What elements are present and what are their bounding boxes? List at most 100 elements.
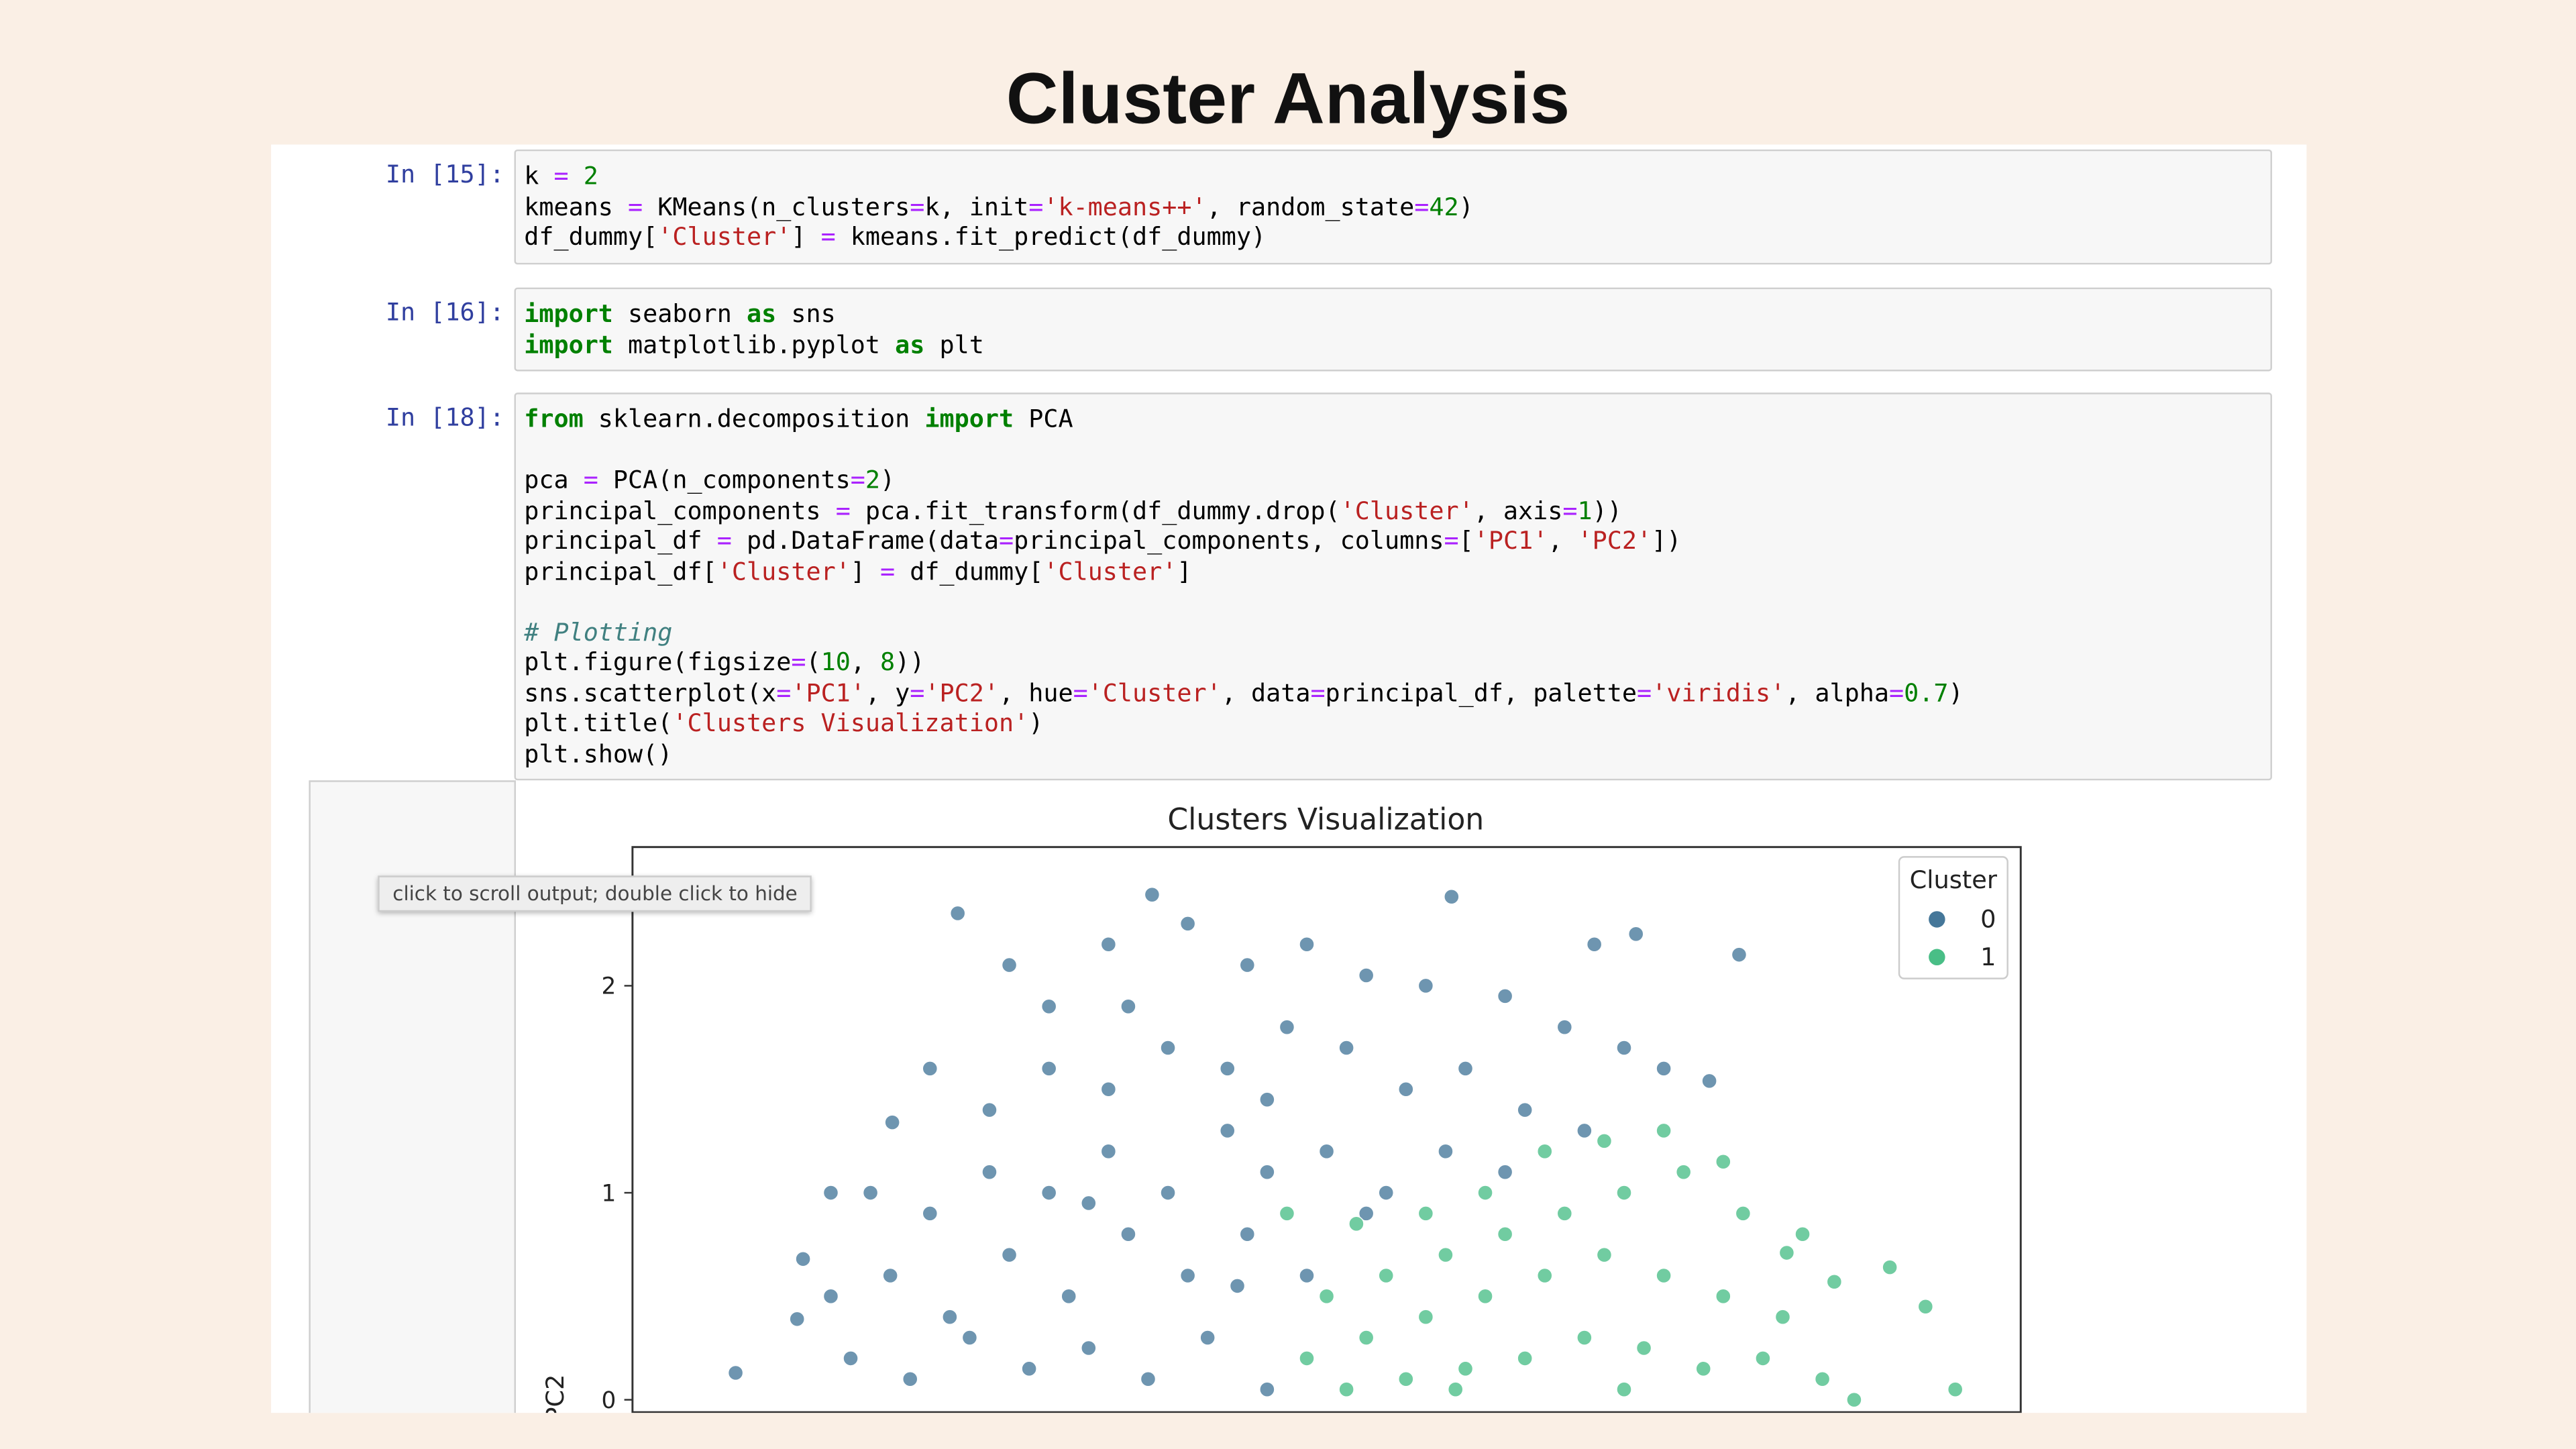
plot-frame: [631, 846, 2022, 1413]
scatter-point: [1299, 936, 1315, 953]
scatter-point: [1179, 1267, 1196, 1284]
scatter-point: [1140, 1371, 1157, 1387]
legend-marker: [1929, 949, 1945, 966]
scatter-point: [1199, 1330, 1216, 1346]
scatter-point: [961, 1330, 978, 1346]
cell-prompt: In [18]:: [385, 402, 504, 433]
cell-prompt: In [15]:: [385, 159, 504, 189]
tooltip: click to scroll output; double click to …: [378, 875, 812, 912]
scatter-point: [1001, 957, 1018, 973]
scatter-point: [1497, 1226, 1513, 1242]
scatter-point: [1616, 1185, 1632, 1201]
scatter-point: [1120, 1226, 1136, 1242]
scatter-point: [1477, 1288, 1493, 1305]
scatter-point: [1517, 1350, 1533, 1366]
scatter-point: [1596, 1246, 1613, 1263]
plot: Clusters Visualization PC2 0 1 2 Cluster 0 1: [541, 803, 2022, 1422]
scatter-point: [1378, 1185, 1394, 1201]
y-axis-label: PC2: [541, 1375, 570, 1422]
scatter-point: [727, 1364, 744, 1381]
legend-box: [1898, 856, 2008, 979]
scatter-point: [1438, 1143, 1454, 1160]
scatter-point: [1259, 1381, 1275, 1397]
scatter-point: [1497, 1164, 1513, 1180]
scatter-point: [1917, 1299, 1934, 1315]
scatter-point: [1338, 1381, 1354, 1397]
scatter-point: [1001, 1246, 1018, 1263]
scatter-point: [822, 1288, 839, 1305]
scatter-point: [1586, 936, 1603, 953]
scatter-point: [1021, 1360, 1037, 1377]
scatter-point: [1947, 1381, 1964, 1397]
scatter-point: [1144, 886, 1161, 903]
scatter-point: [922, 1205, 938, 1222]
scatter-point: [1358, 967, 1375, 983]
scatter-point: [1318, 1288, 1335, 1305]
scatter-point: [1774, 1309, 1791, 1325]
scatter-point: [1477, 1185, 1493, 1201]
scatter-point: [1656, 1061, 1672, 1077]
scatter-point: [1398, 1081, 1414, 1097]
scatter-point: [981, 1102, 998, 1118]
scatter-point: [1338, 1040, 1354, 1056]
scatter-point: [1219, 1061, 1236, 1077]
y-tick-label: 0: [602, 1387, 616, 1414]
scatter-point: [1299, 1267, 1315, 1284]
scatter-point: [1398, 1371, 1414, 1387]
scatter-point: [862, 1185, 879, 1201]
scatter-point: [1457, 1360, 1474, 1377]
scatter-point: [1715, 1288, 1731, 1305]
scatter-point: [1826, 1273, 1843, 1290]
scatter-point: [1497, 988, 1513, 1004]
scatter-point: [922, 1061, 938, 1077]
scatter-point: [1447, 1381, 1464, 1397]
scatter-point: [1100, 936, 1117, 953]
scatter-point: [902, 1371, 918, 1387]
scatter-point: [1656, 1267, 1672, 1284]
code-cell[interactable]: from sklearn.decomposition import PCA pc…: [514, 392, 2272, 781]
scatter-point: [1229, 1278, 1246, 1294]
scatter-point: [1731, 947, 1748, 963]
scatter-point: [1318, 1143, 1335, 1160]
scatter-point: [1596, 1133, 1613, 1149]
scatter-point: [1635, 1340, 1652, 1356]
scatter-point: [1735, 1205, 1752, 1222]
scatter-point: [1695, 1360, 1711, 1377]
scatter-point: [1100, 1143, 1117, 1160]
scatter-point: [884, 1114, 900, 1130]
chart-title: Clusters Visualization: [1167, 803, 1484, 837]
code-cell[interactable]: k = 2 kmeans = KMeans(n_clusters=k, init…: [514, 149, 2272, 264]
scatter-point: [1348, 1216, 1364, 1232]
legend-marker: [1929, 911, 1945, 928]
scatter-point: [1239, 957, 1256, 973]
scatter-point: [1627, 926, 1644, 943]
scatter-point: [1536, 1267, 1553, 1284]
legend-title: Cluster: [1910, 865, 1998, 894]
scatter-point: [1061, 1288, 1077, 1305]
scatter-point: [1417, 1309, 1434, 1325]
scatter-point: [1219, 1122, 1236, 1139]
scatter-point: [1846, 1391, 1862, 1408]
y-tick-label: 2: [602, 973, 616, 1000]
scatter-point: [1536, 1143, 1553, 1160]
scatter-point: [822, 1185, 839, 1201]
scatter-point: [882, 1267, 898, 1284]
scatter-point: [1160, 1185, 1176, 1201]
legend-label: 0: [1980, 905, 1996, 934]
scatter-point: [1040, 1061, 1057, 1077]
scatter-point: [1576, 1122, 1593, 1139]
scatter-point: [795, 1251, 811, 1267]
scatter-point: [1576, 1330, 1593, 1346]
page-title: Cluster Analysis: [1006, 59, 1570, 140]
scatter-point: [1701, 1073, 1717, 1089]
scatter-point: [1239, 1226, 1256, 1242]
scatter-point: [1882, 1259, 1898, 1275]
code-cell[interactable]: import seaborn as sns import matplotlib.…: [514, 287, 2272, 372]
legend-label: 1: [1980, 943, 1996, 971]
scatter-point: [1616, 1381, 1632, 1397]
scatter-point: [1417, 977, 1434, 994]
scatter-point: [981, 1164, 998, 1180]
scatter-point: [1259, 1091, 1275, 1108]
